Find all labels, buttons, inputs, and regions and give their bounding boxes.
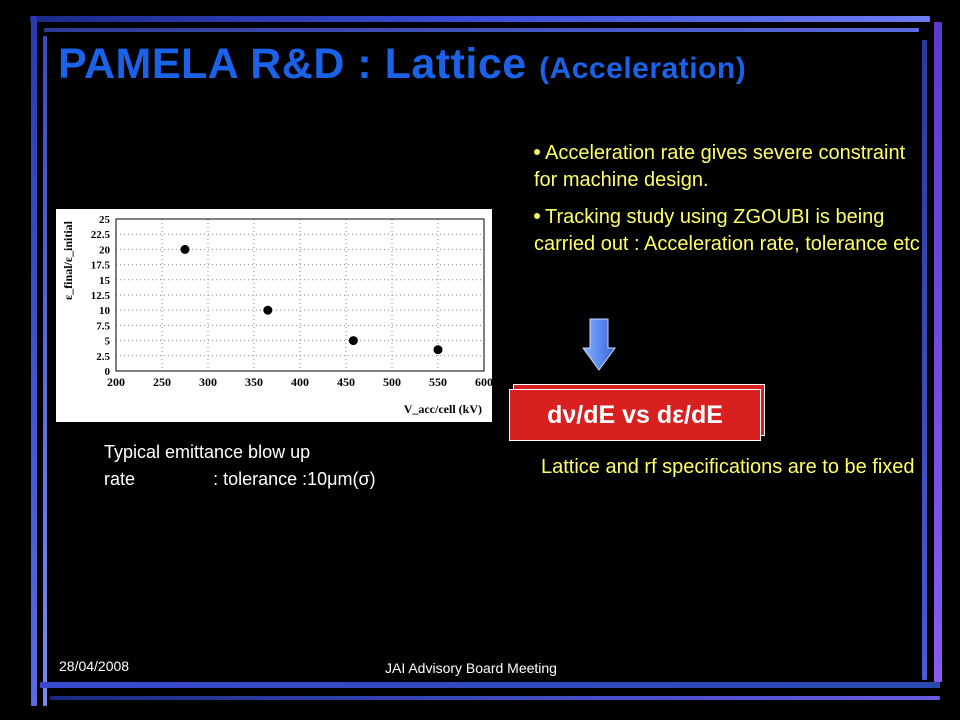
x-tick-label: 500 [383,375,401,389]
caption-line-2: rate : tolerance :10μm(σ) [104,466,464,493]
down-arrow-icon [582,318,616,371]
frame-left-bar [31,16,37,706]
x-tick-label: 250 [153,375,171,389]
caption-line-1: Typical emittance blow up [104,442,311,462]
y-tick-label: 22.5 [91,229,111,241]
bullet-text-2: Tracking study using ZGOUBI is being car… [534,206,920,255]
emittance-plot-svg: 0 2.5 5 7.5 10 12.5 15 17.5 20 22.5 25 200 250 300 350… [61,214,493,416]
y-tick-label: 2.5 [96,351,110,363]
label-box: dν/dE vs dε/dE [509,389,761,441]
y-tick-label: 0 [105,366,111,378]
y-tick-label: 17.5 [91,260,111,272]
frame-right-bar [922,40,927,680]
caption-rate: rate [104,469,136,489]
x-axis-label: V_acc/cell (kV) [404,402,482,416]
frame-top-bar [30,16,930,22]
y-tick-label: 12.5 [91,290,111,302]
frame-bottom-bar-2 [50,696,940,700]
bullet-text-1: Acceleration rate gives severe constrain… [534,142,906,191]
y-tick-label: 10 [99,305,111,317]
x-tick-label: 200 [107,375,125,389]
slide-title-main: PAMELA R&D : Lattice [58,40,527,88]
y-tick-label: 20 [99,244,111,256]
data-point [180,244,190,254]
frame-right-bar-2 [934,22,942,682]
slide-title-sub: (Acceleration) [539,52,747,85]
data-point [348,336,358,346]
x-tick-label: 450 [337,375,355,389]
x-tick-label: 400 [291,375,309,389]
data-point [433,345,443,355]
emittance-plot: 0 2.5 5 7.5 10 12.5 15 17.5 20 22.5 25 200 250 300 350… [56,209,493,422]
footer-date: 28/04/2008 [59,658,130,674]
x-tick-label: 600 [475,375,492,389]
bullet-item-1: Acceleration rate gives severe constrain… [534,140,924,194]
frame-left-bar-2 [43,36,47,706]
frame-top-bar-2 [44,28,919,32]
y-tick-label: 7.5 [96,320,110,332]
y-axis-label: ε_final/ε_initial [61,220,75,300]
x-tick-label: 300 [199,375,217,389]
frame-bottom-bar [40,682,940,688]
x-tick-label: 550 [429,375,447,389]
bullet-dot-icon [534,148,540,155]
bullet-dot-icon [534,212,540,219]
data-point [263,305,273,315]
bullet-list: Acceleration rate gives severe constrain… [534,140,924,268]
y-tick-label: 25 [99,214,111,226]
plot-caption: Typical emittance blow up rate : toleran… [104,439,464,493]
lattice-note: Lattice and rf specifications are to be … [541,456,915,478]
caption-tolerance: : tolerance :10μm(σ) [213,469,376,489]
slide-title: PAMELA R&D : Lattice (Acceleration) [58,40,746,89]
bullet-item-2: Tracking study using ZGOUBI is being car… [534,204,924,258]
y-tick-label: 15 [99,275,111,287]
y-tick-label: 5 [105,336,111,348]
x-tick-label: 350 [245,375,263,389]
plot-frame [115,218,485,372]
footer-meeting: JAI Advisory Board Meeting [385,660,557,676]
